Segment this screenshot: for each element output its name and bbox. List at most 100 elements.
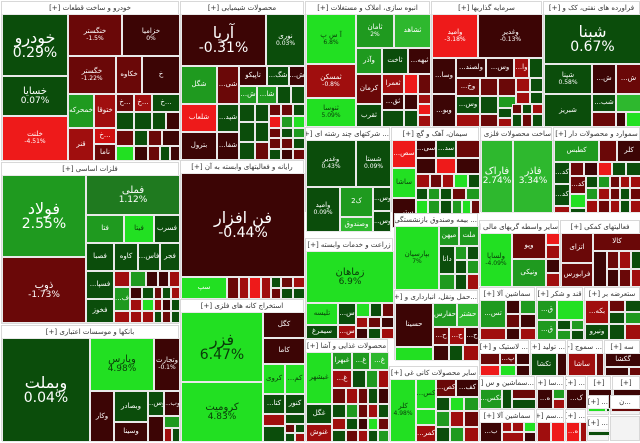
sector-header[interactable]: [+] — [588, 377, 610, 389]
stock-tile[interactable] — [293, 149, 305, 160]
stock-tile[interactable]: ونیکی — [512, 259, 546, 287]
stock-tile[interactable] — [332, 418, 346, 430]
stock-tile[interactable] — [606, 408, 610, 412]
stock-tile[interactable]: کاما — [263, 338, 305, 364]
sector-header[interactable]: استخراج کانه های فلزی [+] — [181, 300, 303, 312]
stock-tile[interactable] — [440, 200, 452, 214]
stock-tile[interactable] — [295, 424, 305, 433]
stock-tile[interactable]: ...وسا — [432, 58, 456, 94]
stock-tile[interactable] — [382, 303, 394, 317]
stock-tile[interactable]: ...شگ — [267, 66, 289, 86]
stock-tile[interactable] — [442, 174, 454, 188]
stock-tile[interactable]: خ... — [152, 94, 180, 112]
stock-tile[interactable] — [467, 246, 479, 260]
sector-header[interactable]: سایر محصولات کانی غی [+] — [390, 367, 477, 379]
stock-tile[interactable] — [114, 271, 130, 287]
stock-tile[interactable]: ...ولصند — [456, 58, 486, 78]
stock-tile[interactable] — [368, 317, 381, 328]
stock-tile[interactable]: ...وس — [456, 96, 480, 114]
stock-tile[interactable] — [146, 271, 158, 287]
stock-tile[interactable]: ...شا — [257, 86, 277, 104]
stock-tile[interactable] — [584, 162, 598, 176]
stock-tile[interactable]: ...وب — [164, 391, 180, 416]
stock-tile[interactable] — [281, 138, 293, 149]
stock-tile[interactable] — [449, 345, 463, 361]
stock-tile[interactable]: کالا — [593, 233, 640, 251]
stock-tile[interactable]: کلر 4.98% — [390, 379, 416, 442]
stock-tile[interactable] — [516, 353, 530, 365]
stock-tile[interactable]: ولساپا -4.09% — [480, 233, 512, 287]
stock-tile[interactable]: آریا -0.31% — [181, 14, 266, 66]
stock-tile[interactable] — [154, 311, 162, 323]
stock-tile[interactable]: وپو — [512, 233, 546, 259]
stock-tile[interactable] — [158, 271, 169, 287]
stock-tile[interactable] — [598, 162, 612, 176]
stock-tile[interactable] — [352, 370, 366, 388]
stock-tile[interactable] — [467, 260, 479, 274]
stock-tile[interactable]: خسایا 0.07% — [2, 76, 68, 116]
stock-tile[interactable] — [456, 114, 480, 127]
stock-tile[interactable]: شگل — [181, 66, 217, 104]
stock-tile[interactable]: وآذر — [356, 48, 382, 74]
stock-tile[interactable]: کرمان — [356, 74, 382, 104]
stock-tile[interactable] — [130, 299, 142, 311]
stock-tile[interactable] — [439, 274, 455, 290]
stock-tile[interactable]: خ... — [94, 128, 116, 144]
stock-tile[interactable] — [170, 146, 180, 161]
stock-tile[interactable] — [571, 330, 584, 340]
stock-tile[interactable] — [532, 104, 543, 114]
stock-tile[interactable] — [271, 288, 281, 299]
stock-tile[interactable] — [452, 188, 466, 200]
stock-tile[interactable] — [586, 200, 598, 213]
stock-tile[interactable] — [464, 427, 479, 442]
stock-tile[interactable]: ...غ — [332, 370, 352, 388]
stock-tile[interactable] — [418, 74, 431, 94]
stock-tile[interactable] — [554, 206, 570, 213]
stock-tile[interactable] — [480, 328, 506, 340]
stock-tile[interactable] — [631, 251, 640, 269]
stock-tile[interactable]: ...ح — [465, 327, 479, 345]
stock-tile[interactable] — [332, 404, 346, 418]
stock-tile[interactable]: دانا — [439, 246, 455, 274]
stock-tile[interactable]: خنگستر -1.5% — [68, 14, 122, 56]
stock-tile[interactable]: ناما — [94, 144, 116, 161]
stock-tile[interactable] — [557, 330, 571, 340]
sector-header[interactable]: ... [+] — [588, 417, 608, 429]
stock-tile[interactable] — [619, 251, 631, 269]
stock-tile[interactable] — [557, 353, 567, 376]
stock-tile[interactable]: خکاوه — [116, 56, 142, 94]
sector-header[interactable]: محصولات غذایی و آشا [+] — [306, 340, 387, 352]
stock-tile[interactable] — [368, 430, 378, 442]
stock-tile[interactable] — [570, 208, 586, 213]
stock-tile[interactable]: ...وس — [373, 187, 391, 211]
stock-tile[interactable]: ...وبو — [432, 94, 456, 127]
stock-tile[interactable]: شلعاب — [181, 104, 217, 132]
stock-tile[interactable]: ...سص — [392, 140, 416, 168]
stock-tile[interactable] — [620, 188, 630, 200]
stock-tile[interactable] — [239, 104, 255, 122]
stock-tile[interactable]: بپارسیان 7% — [395, 226, 439, 290]
stock-tile[interactable] — [249, 277, 261, 299]
stock-tile[interactable] — [164, 416, 180, 428]
stock-tile[interactable] — [142, 299, 154, 311]
stock-tile[interactable] — [586, 188, 598, 200]
sector-header[interactable]: ... [+] — [588, 396, 608, 408]
stock-tile[interactable] — [416, 174, 430, 188]
stock-tile[interactable]: وبملت 0.04% — [2, 338, 90, 442]
stock-tile[interactable]: ...ثق — [382, 94, 404, 110]
stock-tile[interactable] — [416, 188, 428, 200]
stock-tile[interactable] — [586, 176, 598, 188]
stock-tile[interactable] — [480, 96, 498, 114]
stock-tile[interactable] — [620, 176, 630, 188]
stock-tile[interactable] — [291, 86, 305, 104]
stock-tile[interactable]: ...شی — [217, 66, 239, 104]
stock-tile[interactable] — [630, 188, 640, 200]
stock-tile[interactable] — [368, 328, 381, 339]
stock-tile[interactable] — [346, 430, 358, 442]
stock-tile[interactable] — [281, 277, 293, 288]
stock-tile[interactable] — [269, 138, 281, 149]
stock-tile[interactable] — [162, 311, 171, 323]
stock-tile[interactable] — [368, 388, 378, 404]
stock-tile[interactable]: ...کد — [570, 176, 586, 194]
stock-tile[interactable]: ک2 — [340, 187, 373, 217]
